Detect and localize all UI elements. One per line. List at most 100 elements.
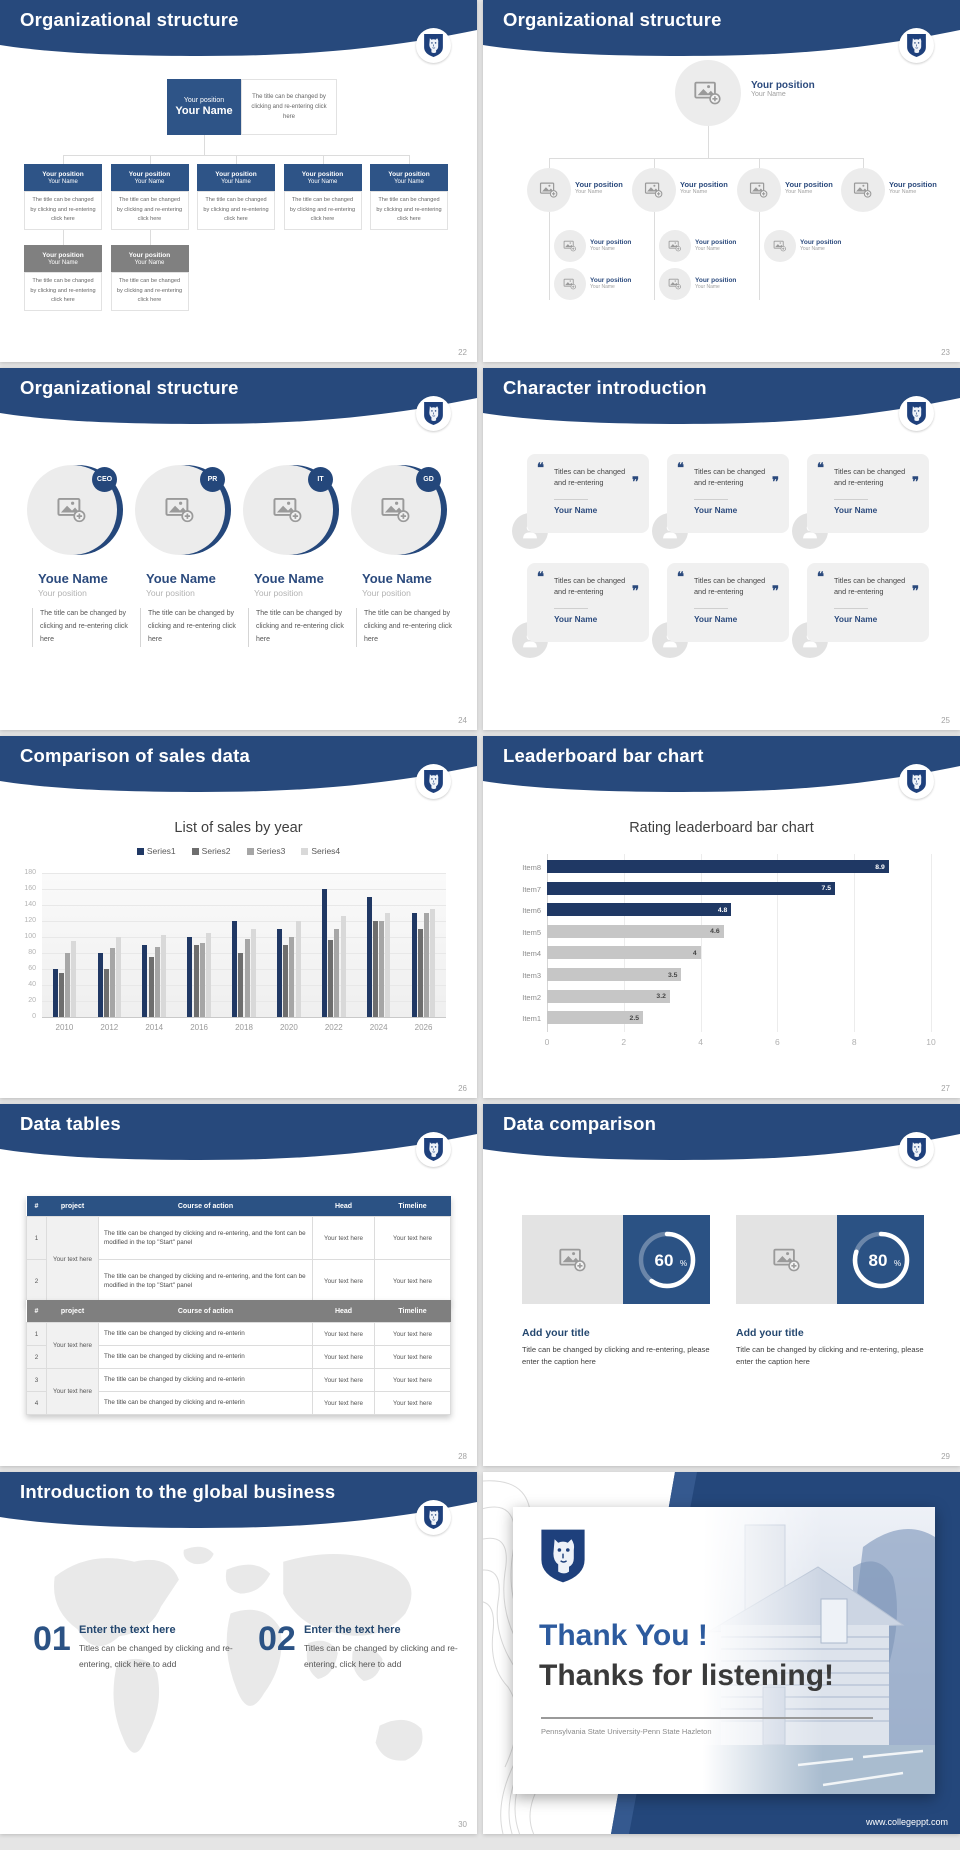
- gridline: [42, 953, 446, 954]
- column-header: Head: [312, 1300, 375, 1323]
- slide-24[interactable]: Organizational structure CEO Youe Name You…: [0, 368, 477, 730]
- bar: [250, 929, 256, 1017]
- svg-text:80: 80: [868, 1251, 887, 1270]
- member-name: Your Name: [554, 505, 598, 515]
- slide-thank-you[interactable]: Thank You ! Thanks for listening! Pennsy…: [483, 1472, 960, 1834]
- member-label: Your position Your Name: [785, 180, 833, 195]
- slide-22[interactable]: Organizational structure Your position Yo…: [0, 0, 477, 362]
- org-box-note: The title can be changed by clicking and…: [110, 272, 189, 311]
- slide-27[interactable]: Leaderboard bar chart Rating leaderboard…: [483, 736, 960, 1098]
- slide-29[interactable]: Data comparison 60 % Add your title Title …: [483, 1104, 960, 1466]
- bar: [205, 933, 211, 1017]
- member-label: Your position Your Name: [590, 239, 631, 252]
- y-axis-label: 100: [24, 933, 36, 940]
- bar: [71, 941, 77, 1017]
- header-band: [483, 0, 960, 56]
- image-placeholder-icon: [563, 240, 576, 252]
- legend-item: Series3: [246, 846, 286, 856]
- table-cell: The title can be changed by clicking and…: [98, 1368, 313, 1392]
- close-quote-icon: ❞: [912, 583, 919, 598]
- connector-line: [654, 158, 655, 168]
- block-caption: Title can be changed by clicking and re-…: [736, 1345, 924, 1366]
- header-band: [0, 736, 477, 792]
- y-axis-label: 160: [24, 885, 36, 892]
- member-position: Your position: [575, 180, 623, 189]
- svg-text:60: 60: [654, 1251, 673, 1270]
- bar: [547, 968, 682, 981]
- quote-text: Titles can be changed and re-entering: [834, 576, 906, 597]
- open-quote-icon: ❝: [817, 569, 824, 584]
- org-box-note: The title can be changed by clicking and…: [197, 191, 275, 230]
- member-name: Your Name: [695, 284, 720, 290]
- member-label: Your position Your Name: [575, 180, 623, 195]
- page-number: 25: [941, 716, 950, 725]
- gridline: [42, 1017, 446, 1018]
- x-axis-tick: 0: [544, 1037, 550, 1047]
- quote-text: Titles can be changed and re-entering: [834, 467, 906, 488]
- legend-item: Series4: [301, 846, 340, 856]
- y-axis-label: 20: [28, 997, 36, 1004]
- member-label: Your position Your Name: [695, 277, 736, 290]
- penn-state-lion-icon: [424, 402, 443, 425]
- member-position: Your position: [680, 180, 728, 189]
- column-header: #: [26, 1196, 47, 1217]
- gridline: [42, 905, 446, 906]
- page-number: 24: [458, 716, 467, 725]
- column-header: project: [46, 1300, 99, 1323]
- bar: [547, 1011, 643, 1025]
- member-name: Your Name: [575, 189, 603, 195]
- member-position: Your position: [362, 588, 411, 598]
- penn-state-shield-logo: [899, 28, 934, 63]
- slide-30[interactable]: Introduction to the global business 01 En…: [0, 1472, 477, 1834]
- bar-value-label: 3.5: [667, 971, 678, 979]
- legend-label: Series3: [256, 846, 286, 856]
- image-placeholder-icon: [772, 1248, 800, 1271]
- table-cell: Your text here: [312, 1322, 375, 1346]
- org-box-note: The title can be changed by clicking and…: [283, 191, 362, 230]
- table-cell: The title can be changed by clicking and…: [98, 1259, 313, 1303]
- connector-line: [63, 155, 64, 164]
- thank-you-line2: Thanks for listening!: [539, 1659, 835, 1692]
- gridline: [42, 873, 446, 874]
- connector-line: [708, 126, 709, 158]
- bar: [103, 969, 109, 1017]
- bar: [116, 937, 122, 1017]
- open-quote-icon: ❝: [537, 460, 544, 475]
- step-number: 01: [33, 1620, 71, 1658]
- slide-25[interactable]: Character introduction ❝ Titles can be ch…: [483, 368, 960, 730]
- slide-26[interactable]: Comparison of sales data List of sales b…: [0, 736, 477, 1098]
- org-box: Your position Your Name: [197, 164, 275, 191]
- table-cell: Your text here: [46, 1216, 99, 1303]
- bar: [187, 937, 193, 1017]
- bar: [417, 929, 423, 1017]
- table-cell: 3: [26, 1368, 47, 1392]
- bar: [109, 948, 115, 1017]
- org-box-note: The title can be changed by clicking and…: [110, 191, 189, 230]
- y-axis-label: 80: [28, 949, 36, 956]
- percent-panel: 60 %: [623, 1215, 710, 1304]
- member-photo-circle: [841, 168, 885, 212]
- org-box-position: Your position: [128, 251, 171, 259]
- y-axis-label: 180: [24, 869, 36, 876]
- bar: [295, 921, 301, 1017]
- bar: [161, 935, 167, 1017]
- gridline: [42, 1001, 446, 1002]
- quote-text: Titles can be changed and re-entering: [554, 576, 626, 597]
- org-box-name: Your Name: [134, 178, 165, 185]
- table-cell: Your text here: [374, 1368, 451, 1392]
- legend-swatch: [136, 847, 144, 855]
- website-link[interactable]: www.collegeppt.com: [865, 1817, 948, 1827]
- y-axis-label: 120: [24, 917, 36, 924]
- table-row: 1 Your text here The title can be changed …: [26, 1322, 451, 1369]
- table-cell: The title can be changed by clicking and…: [98, 1345, 313, 1369]
- org-box-name: Your Name: [307, 178, 338, 185]
- org-box-gray: Your position Your Name: [24, 245, 102, 272]
- member-name: Your Name: [694, 505, 738, 515]
- slide-title: Introduction to the global business: [20, 1481, 336, 1502]
- member-position: Your position: [146, 588, 195, 598]
- slide-23[interactable]: Organizational structure Your position Yo…: [483, 0, 960, 362]
- bar: [154, 946, 160, 1017]
- connector-line: [759, 212, 760, 300]
- quote-text: Titles can be changed and re-entering: [554, 467, 626, 488]
- slide-28[interactable]: Data tables # project Course of action Head…: [0, 1104, 477, 1466]
